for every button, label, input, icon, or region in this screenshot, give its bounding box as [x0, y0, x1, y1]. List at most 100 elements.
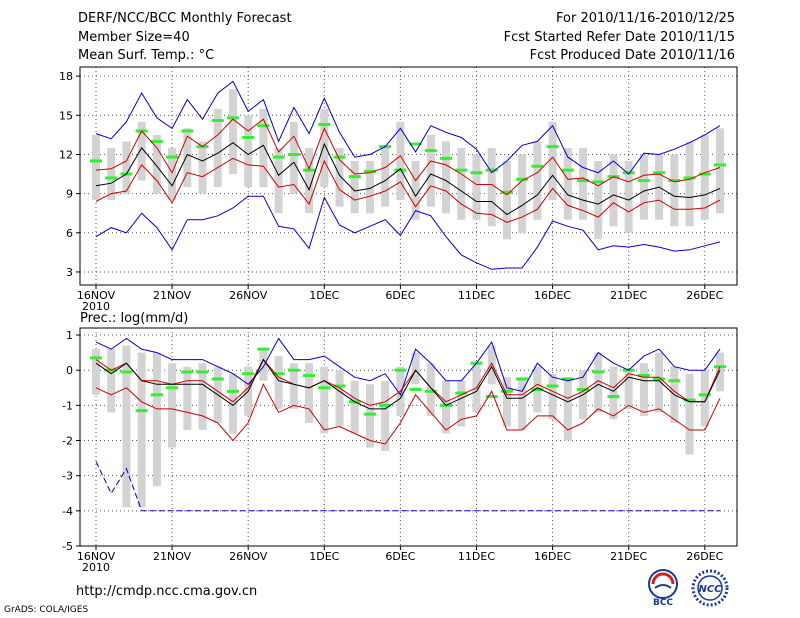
temp-ensemble-box — [670, 154, 679, 227]
temp-climatology-marker — [561, 168, 574, 172]
temp-xtick-label: 26NOV — [229, 289, 268, 302]
prec-xtick-label: 16DEC — [534, 550, 571, 563]
temp-ytick-label: 9 — [66, 188, 73, 201]
prec-ensemble-box — [639, 363, 648, 416]
prec-climatology-marker — [196, 370, 209, 374]
temp-ensemble-box — [442, 141, 451, 214]
prec-ytick-label: -1 — [62, 399, 73, 412]
prec-ensemble-box — [92, 349, 100, 395]
temp-ensemble-box — [700, 134, 709, 220]
ncc-logo-inner — [697, 575, 723, 601]
prec-climatology-marker — [592, 370, 605, 374]
temp-spread-lower-line — [95, 157, 721, 223]
bcc-logo-arc — [651, 572, 675, 585]
prec-climatology-marker — [181, 370, 194, 374]
prec-ensemble-box — [655, 352, 664, 413]
start-date: Fcst Started Refer Date 2010/11/15 — [503, 30, 735, 45]
prec-ensemble-box — [548, 373, 557, 420]
temp-ensemble-box — [274, 147, 283, 214]
prec-climatology-marker — [394, 368, 407, 372]
temp-ensemble-box — [320, 108, 329, 188]
temp-ensemble-box — [137, 121, 146, 181]
temp-climatology-marker — [714, 163, 726, 167]
temp-ensemble-box — [289, 121, 298, 194]
website-url[interactable]: http://cmdp.ncc.cma.gov.cn — [76, 584, 258, 599]
temp-ensemble-box — [609, 154, 618, 227]
prec-ytick-label: -4 — [62, 505, 73, 518]
chart-title: DERF/NCC/BCC Monthly Forecast — [78, 11, 292, 26]
prec-climatology-marker — [257, 347, 270, 351]
temp-ensemble-box — [198, 141, 207, 194]
prec-ensemble-box — [457, 380, 466, 427]
temp-ensemble-box — [152, 134, 161, 194]
prec-ensemble-box — [563, 377, 572, 441]
temp-climatology-marker — [500, 190, 513, 194]
prec-ensemble-box — [594, 352, 603, 413]
prec-subtitle: Prec.: log(mm/d) — [80, 311, 188, 326]
prec-ensemble-box — [259, 349, 268, 381]
temp-ensemble-box — [122, 141, 131, 194]
temp-min-line — [95, 195, 721, 270]
temp-ensemble-box — [350, 160, 359, 214]
temp-ensemble-box — [92, 134, 100, 201]
temp-climatology-marker — [653, 171, 666, 175]
prec-ensemble-box — [183, 366, 192, 430]
prec-climatology-marker — [318, 386, 331, 390]
temp-ensemble-box — [533, 141, 542, 220]
prec-climatology-marker — [516, 377, 529, 381]
prec-ensemble-box — [624, 370, 633, 409]
temp-ensemble-box — [396, 121, 405, 201]
temp-ensemble-box — [107, 147, 116, 201]
prec-ensemble-box — [274, 356, 283, 409]
temp-ensemble-box — [518, 154, 527, 233]
temp-ensemble-box — [411, 160, 420, 220]
temp-ensemble-box — [579, 147, 588, 220]
temp-climatology-marker — [622, 171, 635, 175]
temp-climatology-marker — [211, 119, 224, 123]
temp-xtick-label: 1DEC — [309, 289, 339, 302]
bcc-logo: BCC — [648, 569, 678, 608]
prec-ensemble-box — [381, 380, 390, 452]
temp-ensemble-box — [457, 147, 466, 220]
prec-xtick-label: 26DEC — [686, 550, 723, 563]
temp-ytick-label: 6 — [66, 227, 73, 240]
prec-ensemble-box — [107, 349, 116, 413]
temp-ensemble-box — [259, 108, 268, 188]
temp-climatology-marker — [592, 180, 605, 184]
temp-climatology-marker — [683, 176, 696, 180]
temp-max-line — [95, 80, 721, 175]
prec-xtick-label: 16NOV — [77, 550, 116, 563]
temp-climatology-marker — [272, 155, 285, 159]
prec-ensemble-box — [198, 363, 207, 430]
prec-climatology-marker — [303, 373, 316, 377]
temp-climatology-marker — [516, 177, 529, 181]
prec-ensemble-box — [609, 366, 618, 420]
prec-climatology-marker — [409, 388, 422, 392]
temp-ensemble-box — [305, 147, 314, 214]
temp-spread-upper-line — [95, 118, 721, 196]
prec-ensemble-box — [700, 370, 709, 427]
prec-min-line — [95, 461, 720, 512]
prec-ensemble-box — [502, 377, 511, 427]
temp-climatology-marker — [287, 152, 300, 156]
temp-xtick-label: 16NOV — [77, 289, 116, 302]
temp-climatology-marker — [637, 179, 650, 183]
temp-climatology-marker — [455, 168, 468, 172]
temp-climatology-marker — [303, 168, 316, 172]
prec-ensemble-box — [305, 363, 314, 423]
prec-climatology-marker — [287, 368, 300, 372]
temp-xtick-label: 11DEC — [458, 289, 495, 302]
temp-climatology-marker — [242, 135, 255, 139]
temp-climatology-marker — [226, 116, 239, 120]
prec-ensemble-box — [426, 363, 435, 416]
temp-climatology-marker — [150, 139, 163, 143]
prec-ytick-label: 0 — [66, 364, 73, 377]
temp-xtick-label: 26DEC — [686, 289, 723, 302]
temp-ensemble-box — [168, 147, 177, 201]
prec-ensemble-box — [487, 345, 496, 385]
prec-climatology-marker — [683, 398, 696, 402]
prec-ytick-label: 1 — [66, 329, 73, 342]
temp-climatology-marker — [470, 171, 483, 175]
prec-mean-line — [95, 358, 721, 410]
